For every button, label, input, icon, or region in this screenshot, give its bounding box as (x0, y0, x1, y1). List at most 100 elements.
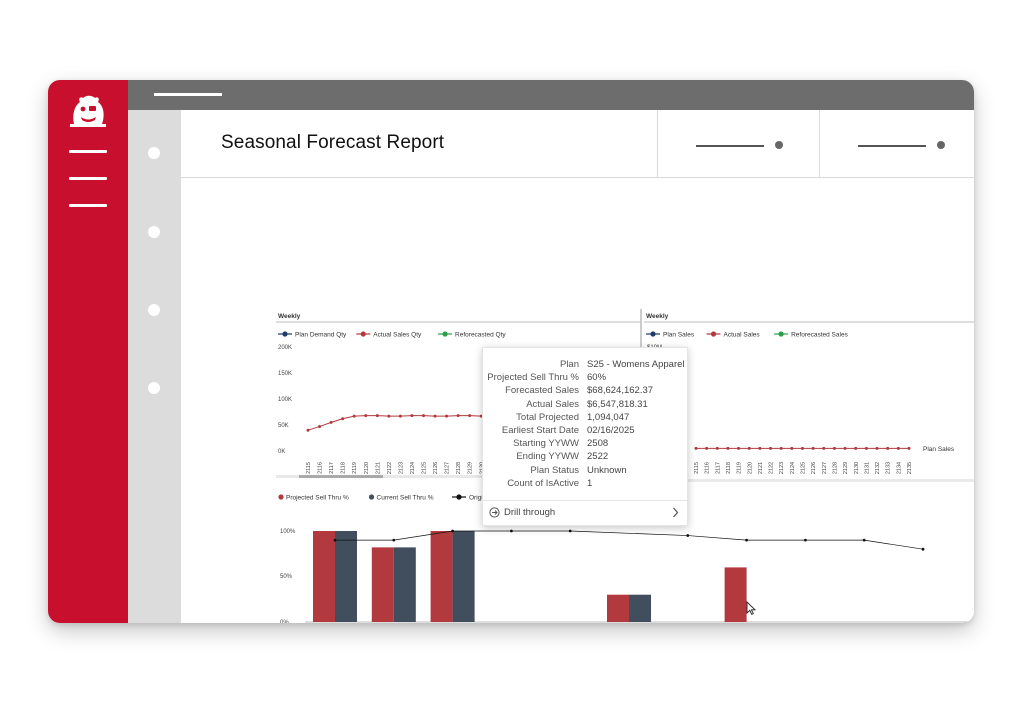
legend-marker (710, 331, 717, 337)
x-tick-label: 2122 (387, 462, 393, 474)
x-tick-label: 2128 (832, 462, 838, 474)
data-point (747, 446, 751, 450)
x-tick-label: 2119 (352, 462, 358, 474)
data-point (456, 414, 460, 418)
menu-icon[interactable] (69, 150, 107, 153)
target-point (451, 529, 454, 533)
target-point (862, 538, 866, 542)
data-point (886, 446, 890, 450)
x-tick-label: 2125 (801, 462, 807, 474)
target-point (921, 547, 925, 551)
data-point (864, 446, 868, 450)
target-point (392, 538, 396, 542)
page-rail (128, 110, 181, 623)
top-bar (128, 80, 974, 110)
legend-marker (278, 494, 284, 500)
page-dot[interactable] (148, 147, 160, 159)
x-tick-label: 2116 (705, 462, 711, 474)
page-dot[interactable] (148, 382, 160, 394)
bar-projected (607, 594, 629, 622)
tooltip-label: Plan (559, 359, 579, 370)
tooltip-label: Total Projected (516, 411, 579, 423)
tooltip-row: Starting YYWW 2508 (483, 438, 689, 451)
tooltip-value: $68,624,162.37 (587, 385, 654, 397)
data-point (854, 446, 858, 450)
x-tick-label: 2126 (433, 462, 439, 474)
tooltip-row: Plan S25 - Womens Apparel (483, 359, 689, 372)
x-tick-label: 2129 (468, 462, 474, 474)
tooltip-value: 1,094,047 (587, 411, 630, 423)
legend-marker (282, 331, 288, 337)
tooltip-value: Unknown (587, 464, 627, 476)
tooltip-value: 1 (587, 477, 593, 489)
filter-placeholder (858, 145, 926, 147)
x-tick-label: 2118 (726, 462, 732, 474)
y-tick-label: 50% (280, 574, 293, 580)
tooltip-label: Plan Status (530, 464, 579, 476)
tooltip-row: Plan Status Unknown (483, 465, 689, 478)
y-tick-label: 100% (280, 529, 296, 535)
x-tick-label: 2119 (737, 462, 743, 474)
target-point (686, 534, 690, 537)
page-dot[interactable] (148, 304, 160, 316)
x-tick-label: 2118 (341, 462, 347, 474)
bar-current (335, 531, 357, 622)
tooltip-row: Projected Sell Thru % 60% (483, 372, 689, 385)
tooltip-row: Actual Sales $6,547,818.31 (483, 399, 689, 412)
data-point (352, 414, 356, 418)
bulldog-logo-icon[interactable] (68, 94, 108, 128)
data-point (318, 425, 322, 429)
filter-placeholder (696, 145, 764, 147)
tooltip-row: Forecasted Sales $68,624,162.37 (483, 385, 689, 398)
bar-current (393, 547, 416, 622)
tooltip-row: Count of IsActive 1 (483, 478, 689, 491)
chart-tooltip: Plan S25 - Womens Apparel Projected Sell T… (482, 347, 689, 526)
data-point (445, 414, 449, 418)
drill-through-button[interactable]: Drill through (483, 501, 689, 526)
x-tick-label: 2125 (422, 462, 428, 474)
x-tick-label: 2115 (306, 462, 312, 474)
target-point (510, 529, 513, 533)
x-tick-label: 2117 (715, 462, 721, 474)
data-point (896, 446, 900, 450)
header-filter-2[interactable] (819, 110, 974, 178)
tooltip-value: $6,547,818.31 (587, 398, 648, 410)
sidebar (48, 80, 128, 623)
data-point (907, 446, 911, 450)
tooltip-label: Actual Sales (526, 398, 579, 410)
legend-marker (442, 331, 448, 337)
charts-area: Weekly Plan Demand Qty Actual Sales Qty Ref… (276, 309, 974, 623)
header-filter-1[interactable] (657, 110, 819, 178)
data-point (306, 428, 310, 432)
tooltip-row: Ending YYWW 2522 (483, 451, 689, 464)
data-point (801, 446, 804, 450)
y-tick-label: 50K (278, 423, 289, 429)
menu-icon[interactable] (69, 177, 107, 180)
target-line (335, 530, 924, 550)
y-tick-label: 200K (278, 345, 292, 351)
data-point (468, 414, 472, 418)
tooltip-divider (483, 500, 689, 501)
scrollbar-track (276, 475, 640, 478)
data-point (758, 446, 762, 450)
legend-label: Reforecasted Sales (791, 332, 848, 339)
chart-title: Weekly (278, 313, 301, 320)
bar-projected (724, 567, 747, 622)
tooltip-value: 60% (587, 372, 607, 384)
y-tick-label: 0K (278, 449, 285, 455)
legend-marker (456, 494, 462, 500)
bar-projected (371, 547, 394, 622)
x-tick-label: 2129 (843, 462, 849, 474)
tooltip-label: Projected Sell Thru % (487, 372, 579, 384)
legend-label: Current Sell Thru % (377, 495, 434, 502)
x-tick-label: 2123 (398, 462, 404, 474)
data-point (694, 446, 698, 450)
target-point (804, 538, 807, 542)
x-tick-label: 2133 (886, 462, 892, 474)
data-point (398, 414, 402, 418)
page-dot[interactable] (148, 226, 160, 238)
tooltip-label: Earliest Start Date (501, 425, 579, 436)
x-tick-label: 2122 (769, 462, 775, 474)
menu-icon[interactable] (69, 204, 107, 207)
app-window: Seasonal Forecast Report Weekly Plan Dema… (48, 80, 974, 623)
